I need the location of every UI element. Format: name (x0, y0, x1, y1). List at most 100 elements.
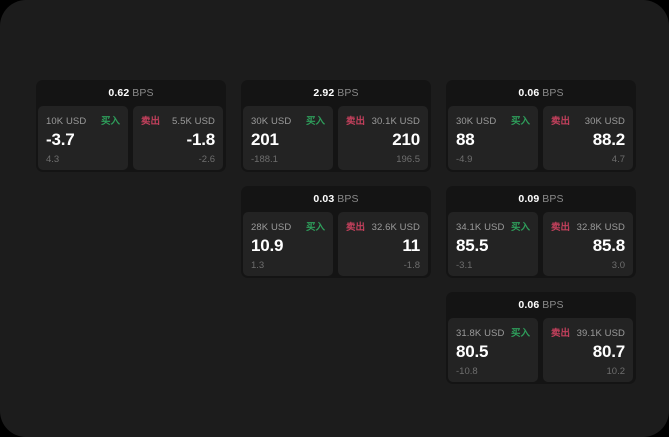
quote-card[interactable]: 0.03 BPS 28K USD 买入 10.9 1.3 卖出 (241, 186, 431, 278)
buy-side[interactable]: 34.1K USD 买入 85.5 -3.1 (448, 212, 538, 276)
sell-notional: 5.5K USD (171, 116, 215, 127)
sell-tag: 卖出 (346, 116, 366, 127)
quote-card[interactable]: 0.06 BPS 31.8K USD 买入 80.5 -10.8 卖出 (446, 292, 636, 384)
card-spread-header: 0.06 BPS (446, 80, 636, 106)
card-spread-header: 0.06 BPS (446, 292, 636, 318)
card-spread-header: 0.03 BPS (241, 186, 431, 212)
spread-unit: BPS (337, 87, 359, 99)
quote-column-2: 2.92 BPS 30K USD 买入 201 -188.1 卖出 (241, 80, 431, 292)
spread-value: 0.06 (518, 299, 540, 311)
spread-value: 0.62 (108, 87, 130, 99)
buy-side-header: 28K USD 买入 (251, 219, 325, 233)
card-body: 34.1K USD 买入 85.5 -3.1 卖出 32.8K USD 85.8… (446, 212, 636, 278)
card-body: 30K USD 买入 201 -188.1 卖出 30.1K USD 210 1… (241, 106, 431, 172)
buy-notional: 30K USD (456, 116, 497, 127)
buy-side-header: 30K USD 买入 (456, 113, 530, 127)
buy-side-header: 10K USD 买入 (46, 113, 120, 127)
sell-price: -1.8 (186, 130, 216, 149)
buy-delta: -10.8 (456, 366, 478, 377)
card-spread-header: 0.62 BPS (36, 80, 226, 106)
buy-side[interactable]: 30K USD 买入 88 -4.9 (448, 106, 538, 170)
buy-side-header: 30K USD 买入 (251, 113, 325, 127)
sell-delta: -1.8 (403, 260, 420, 271)
sell-notional: 32.8K USD (576, 222, 625, 233)
sell-side-header: 卖出 5.5K USD (141, 113, 215, 127)
sell-delta: -2.6 (198, 154, 215, 165)
buy-side[interactable]: 10K USD 买入 -3.7 4.3 (38, 106, 128, 170)
buy-delta: -188.1 (251, 154, 278, 165)
buy-side-header: 34.1K USD 买入 (456, 219, 530, 233)
spread-value: 0.03 (313, 193, 335, 205)
sell-tag: 卖出 (141, 116, 161, 127)
buy-price: 80.5 (456, 342, 489, 361)
card-spread-header: 2.92 BPS (241, 80, 431, 106)
card-body: 28K USD 买入 10.9 1.3 卖出 32.6K USD 11 -1.8 (241, 212, 431, 278)
sell-side-header: 卖出 32.6K USD (346, 219, 420, 233)
sell-price: 85.8 (592, 236, 625, 255)
quote-column-1: 0.62 BPS 10K USD 买入 -3.7 4.3 卖出 (36, 80, 226, 186)
buy-notional: 30K USD (251, 116, 292, 127)
buy-side[interactable]: 28K USD 买入 10.9 1.3 (243, 212, 333, 276)
sell-delta: 10.2 (606, 366, 626, 377)
sell-side-header: 卖出 32.8K USD (551, 219, 625, 233)
sell-notional: 30K USD (584, 116, 625, 127)
buy-notional: 28K USD (251, 222, 292, 233)
buy-notional: 10K USD (46, 116, 87, 127)
sell-delta: 3.0 (611, 260, 625, 271)
buy-price: 85.5 (456, 236, 489, 255)
buy-delta: 1.3 (251, 260, 265, 271)
sell-side[interactable]: 卖出 30.1K USD 210 196.5 (338, 106, 428, 170)
sell-side[interactable]: 卖出 30K USD 88.2 4.7 (543, 106, 633, 170)
spread-unit: BPS (132, 87, 154, 99)
spread-unit: BPS (542, 193, 564, 205)
sell-side[interactable]: 卖出 32.8K USD 85.8 3.0 (543, 212, 633, 276)
sell-delta: 196.5 (396, 154, 420, 165)
spread-unit: BPS (337, 193, 359, 205)
sell-tag: 卖出 (551, 116, 571, 127)
buy-price: 201 (251, 130, 279, 149)
quote-card[interactable]: 0.06 BPS 30K USD 买入 88 -4.9 卖出 (446, 80, 636, 172)
buy-tag: 买入 (305, 222, 325, 233)
card-body: 31.8K USD 买入 80.5 -10.8 卖出 39.1K USD 80.… (446, 318, 636, 384)
quote-card[interactable]: 2.92 BPS 30K USD 买入 201 -188.1 卖出 (241, 80, 431, 172)
sell-price: 210 (392, 130, 420, 149)
buy-tag: 买入 (305, 116, 325, 127)
spread-unit: BPS (542, 87, 564, 99)
card-body: 30K USD 买入 88 -4.9 卖出 30K USD 88.2 4.7 (446, 106, 636, 172)
buy-price: 88 (456, 130, 475, 149)
sell-side-header: 卖出 39.1K USD (551, 325, 625, 339)
spread-value: 0.09 (518, 193, 540, 205)
sell-side-header: 卖出 30.1K USD (346, 113, 420, 127)
buy-notional: 34.1K USD (456, 222, 505, 233)
buy-tag: 买入 (510, 222, 530, 233)
spread-value: 0.06 (518, 87, 540, 99)
spread-unit: BPS (542, 299, 564, 311)
buy-side[interactable]: 31.8K USD 买入 80.5 -10.8 (448, 318, 538, 382)
card-body: 10K USD 买入 -3.7 4.3 卖出 5.5K USD -1.8 -2.… (36, 106, 226, 172)
sell-side-header: 卖出 30K USD (551, 113, 625, 127)
buy-notional: 31.8K USD (456, 328, 505, 339)
sell-notional: 39.1K USD (576, 328, 625, 339)
quote-card[interactable]: 0.09 BPS 34.1K USD 买入 85.5 -3.1 卖出 (446, 186, 636, 278)
quote-column-3: 0.06 BPS 30K USD 买入 88 -4.9 卖出 (446, 80, 636, 398)
buy-side[interactable]: 30K USD 买入 201 -188.1 (243, 106, 333, 170)
sell-price: 88.2 (592, 130, 625, 149)
buy-tag: 买入 (510, 116, 530, 127)
quote-card[interactable]: 0.62 BPS 10K USD 买入 -3.7 4.3 卖出 (36, 80, 226, 172)
sell-tag: 卖出 (551, 222, 571, 233)
sell-tag: 卖出 (346, 222, 366, 233)
buy-delta: 4.3 (46, 154, 60, 165)
buy-delta: -3.1 (456, 260, 473, 271)
sell-side[interactable]: 卖出 5.5K USD -1.8 -2.6 (133, 106, 223, 170)
sell-side[interactable]: 卖出 39.1K USD 80.7 10.2 (543, 318, 633, 382)
buy-price: -3.7 (46, 130, 75, 149)
buy-delta: -4.9 (456, 154, 473, 165)
sell-delta: 4.7 (611, 154, 625, 165)
buy-price: 10.9 (251, 236, 284, 255)
buy-side-header: 31.8K USD 买入 (456, 325, 530, 339)
sell-notional: 30.1K USD (371, 116, 420, 127)
buy-tag: 买入 (510, 328, 530, 339)
sell-side[interactable]: 卖出 32.6K USD 11 -1.8 (338, 212, 428, 276)
